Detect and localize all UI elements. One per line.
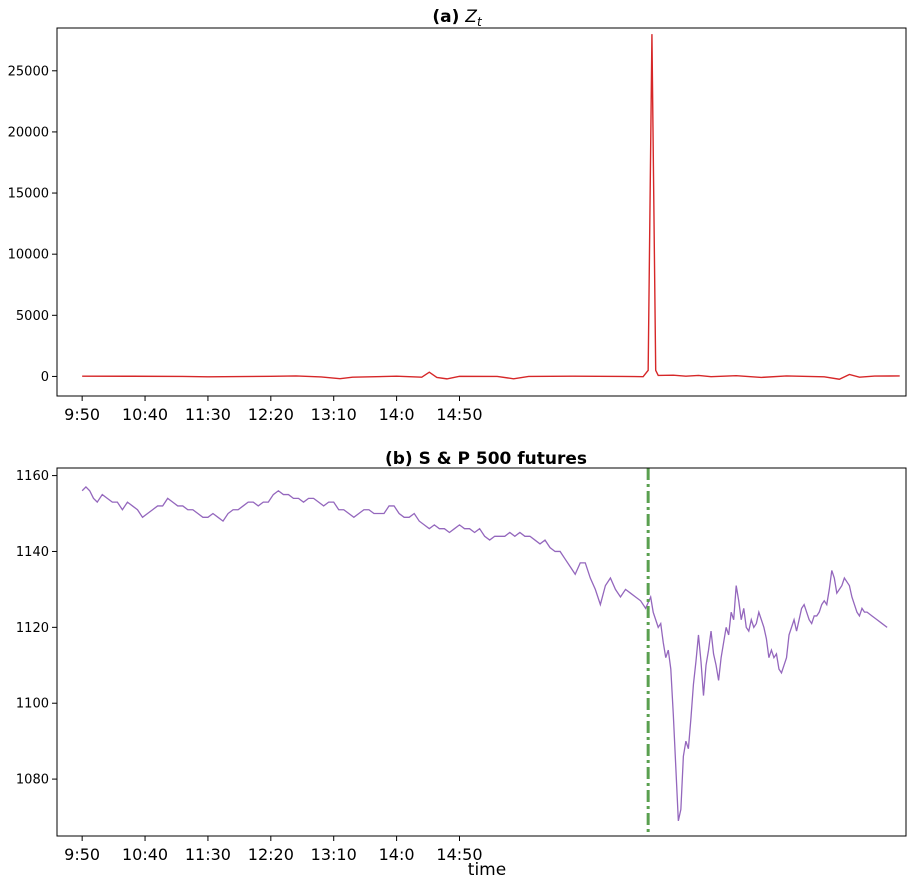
panel-a-title-prefix: (a)	[432, 7, 459, 27]
panel-b-xtick-label-2: 11:30	[185, 845, 231, 864]
panel-a-ytick-label-4: 20000	[8, 125, 49, 140]
panel-b-ytick-label-4: 1160	[16, 469, 49, 484]
panel-b-frame	[56, 467, 907, 837]
panel-a-xtick-label-4: 13:10	[311, 405, 357, 424]
panel-b-ticks: 1080 1100 1120 1140 1160 9:50 10:40 11:30 12:20 1…	[16, 469, 483, 864]
panel-a-xtick-label-3: 12:20	[248, 405, 294, 424]
panel-a-xtick-label-5: 14:0	[379, 405, 415, 424]
panel-a-title-subscript: t	[477, 15, 483, 29]
panel-a-ticks: 0 5000 10000 15000 20000 25000 9:50 10:40 11:30 1…	[8, 64, 483, 424]
panel-b-xlabel: time	[468, 860, 506, 880]
panel-b-ytick-label-3: 1140	[16, 545, 49, 560]
panel-a-title-symbol: Z	[464, 7, 477, 27]
panel-b: (b) S & P 500 futures 1080 1100 1120 1140 11…	[16, 449, 907, 880]
panel-b-xtick-label-3: 12:20	[248, 845, 294, 864]
panel-a-title: (a) Zt	[432, 7, 483, 29]
panel-b-series-line	[81, 486, 888, 821]
panel-b-ytick-label-2: 1120	[16, 621, 49, 636]
panel-a-ytick-label-0: 0	[41, 370, 49, 385]
panel-b-xtick-label-6: 14:50	[436, 845, 482, 864]
panel-a-series-line	[82, 34, 900, 380]
panel-b-ytick-label-1: 1100	[16, 697, 49, 712]
panel-a: (a) Zt 0 5000 10000 15000 20000 25000 9:50 10:4…	[8, 7, 907, 424]
panel-a-ytick-label-5: 25000	[8, 64, 49, 79]
panel-b-title: (b) S & P 500 futures	[385, 449, 587, 469]
panel-b-ytick-label-0: 1080	[16, 773, 49, 788]
panel-a-xtick-label-2: 11:30	[185, 405, 231, 424]
panel-a-xtick-label-6: 14:50	[436, 405, 482, 424]
panel-a-xtick-label-0: 9:50	[64, 405, 100, 424]
panel-a-ytick-label-1: 5000	[16, 309, 49, 324]
panel-a-frame	[56, 27, 907, 397]
panel-a-ytick-label-2: 10000	[8, 248, 49, 263]
panel-a-ytick-label-3: 15000	[8, 187, 49, 202]
panel-a-xtick-label-1: 10:40	[122, 405, 168, 424]
panel-b-xtick-label-5: 14:0	[379, 845, 415, 864]
panel-b-xtick-label-0: 9:50	[64, 845, 100, 864]
panel-b-xtick-label-1: 10:40	[122, 845, 168, 864]
panel-b-xtick-label-4: 13:10	[311, 845, 357, 864]
